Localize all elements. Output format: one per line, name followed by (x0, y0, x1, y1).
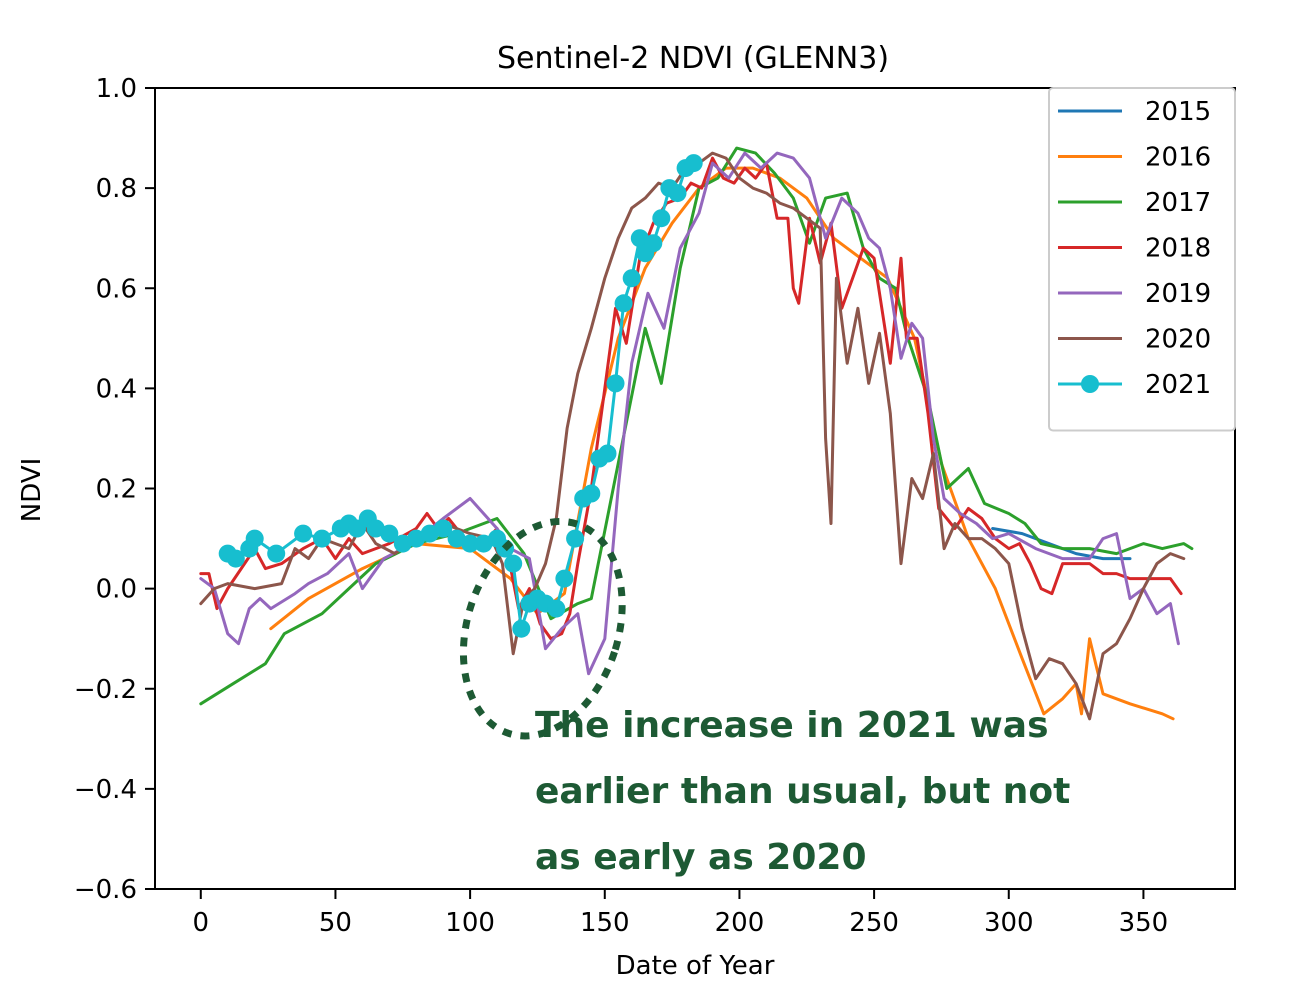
x-tick-label: 200 (715, 908, 765, 938)
y-axis-label: NDVI (17, 458, 47, 522)
series-2021-point-29 (566, 529, 585, 548)
series-group (199, 146, 1194, 721)
series-2021-point-1 (226, 549, 245, 568)
x-axis-label: Date of Year (616, 951, 775, 981)
series-2021-point-31 (582, 484, 601, 503)
x-tick-label: 250 (849, 908, 899, 938)
highlight-ellipse (459, 517, 626, 740)
series-2021-point-40 (652, 209, 671, 228)
series-2021-point-34 (606, 374, 625, 393)
legend-label-2018: 2018 (1145, 234, 1211, 264)
legend-label-2015: 2015 (1145, 97, 1211, 127)
annotation-line-1: The increase in 2021 was (535, 705, 1049, 746)
series-2021-point-33 (598, 444, 617, 463)
chart-title: Sentinel-2 NDVI (GLENN3) (497, 41, 889, 76)
annotation-line-2: earlier than usual, but not (535, 771, 1070, 812)
axes-group: 0 50 100 150 200 250 300 350 −0.6 −0.4 −0.2 0.0 0.2 0… (74, 74, 1168, 938)
y-tick-label: −0.6 (74, 875, 137, 905)
series-2021-point-39 (644, 234, 663, 253)
series-2021-point-12 (380, 524, 399, 543)
series-2021-point-44 (684, 154, 703, 173)
series-2021-point-35 (614, 294, 633, 313)
series-2021-point-5 (294, 524, 313, 543)
y-tick-label: −0.4 (74, 775, 137, 805)
legend-label-2021: 2021 (1145, 370, 1211, 400)
y-tick-label: 0.2 (96, 475, 137, 505)
y-tick-label: 1.0 (96, 74, 137, 104)
legend-label-2017: 2017 (1145, 188, 1211, 218)
x-tick-label: 100 (445, 908, 495, 938)
series-2021-point-16 (434, 519, 453, 538)
annotation-line-3: as early as 2020 (535, 837, 867, 878)
y-tick-label: 0.6 (96, 274, 137, 304)
series-2021-point-23 (512, 619, 531, 638)
y-tick-label: 0.0 (96, 575, 137, 605)
legend-marker-2021 (1081, 375, 1099, 393)
series-line-2019 (199, 151, 1180, 676)
series-2021-point-14 (407, 529, 426, 548)
series-2021-point-15 (420, 524, 439, 543)
legend-label-2016: 2016 (1145, 143, 1211, 173)
series-2021-point-3 (245, 529, 264, 548)
series-2021-point-28 (555, 569, 574, 588)
series-2021-point-37 (630, 229, 649, 248)
annotation-group: The increase in 2021 was earlier than us… (459, 517, 1070, 878)
x-tick-label: 0 (193, 908, 210, 938)
y-tick-label: 0.8 (96, 174, 137, 204)
legend: 2015 2016 2017 2018 2019 2020 2021 (1048, 87, 1236, 432)
legend-box (1048, 87, 1236, 432)
y-tick-label: −0.2 (74, 675, 137, 705)
x-tick-label: 300 (984, 908, 1034, 938)
series-2021-point-18 (461, 534, 480, 553)
series-2021-point-27 (547, 599, 566, 618)
series-2021-point-11 (366, 519, 385, 538)
x-tick-label: 350 (1119, 908, 1169, 938)
legend-label-2020: 2020 (1145, 325, 1211, 355)
series-2021-point-42 (668, 184, 687, 203)
x-tick-label: 150 (580, 908, 630, 938)
series-2021-point-36 (622, 269, 641, 288)
series-2021-point-4 (267, 544, 286, 563)
series-2021-point-22 (504, 554, 523, 573)
y-tick-label: 0.4 (96, 374, 137, 404)
series-2021-point-17 (447, 529, 466, 548)
series-2021-point-6 (313, 529, 331, 548)
legend-label-2019: 2019 (1145, 279, 1211, 309)
x-tick-label: 50 (319, 908, 352, 938)
